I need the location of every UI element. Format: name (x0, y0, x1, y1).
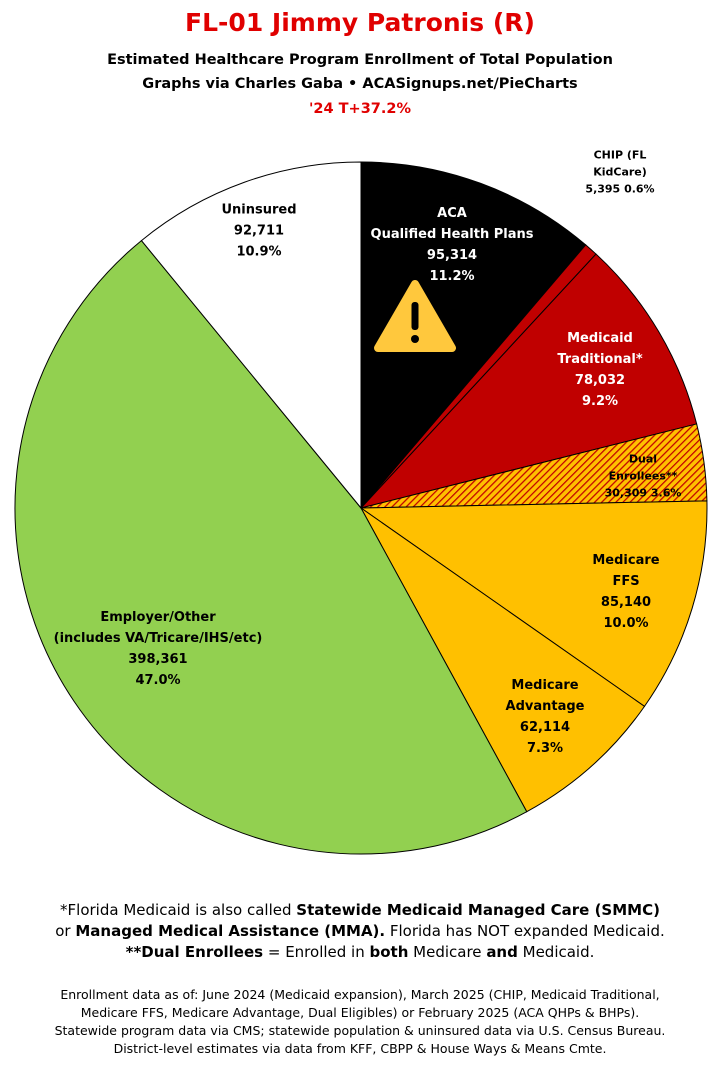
slice-value: 92,711 (233, 223, 285, 239)
slice-name: Dual Enrollees** (608, 452, 678, 483)
slice-name: Employer/Other (includes VA/Tricare/IHS/… (53, 610, 263, 646)
slice-percent: 7.3% (526, 741, 564, 756)
note-text: and (486, 943, 518, 961)
pie-slice (360, 507, 646, 813)
note-text: Medicaid. (517, 943, 595, 961)
footer: Statewide program data via CMS; statewid… (54, 1023, 666, 1038)
slice-value: 5,395 (585, 182, 621, 196)
subtitle: Graphs via Charles Gaba • ACASignups.net… (142, 76, 578, 92)
slice-percent: 9.2% (581, 394, 619, 409)
footer: Enrollment data as of: June 2024 (Medica… (60, 987, 660, 1002)
slice-name: ACA Qualified Health Plans (370, 206, 534, 242)
slice-name: Medicare FFS (592, 553, 660, 589)
slice-label: Employer/Other (includes VA/Tricare/IHS/… (54, 607, 263, 691)
pie-slice (140, 161, 362, 510)
slice-label: Medicare FFS 85,140 10.0% (579, 550, 673, 634)
note-text: *Florida Medicaid is also called (60, 901, 297, 919)
pie-slice (360, 161, 587, 510)
note-text: **Dual Enrollees (125, 943, 264, 961)
note-text: or (55, 922, 76, 940)
note: **Dual Enrollees = Enrolled in both Medi… (0, 942, 720, 963)
slice-percent: 47.0% (135, 673, 181, 688)
slice-percent: 11.2% (429, 269, 475, 284)
slice-percent: 3.6% (650, 486, 682, 500)
slice-percent: 10.9% (236, 244, 282, 260)
slice-percent: 10.0% (603, 616, 649, 631)
note-text: both (369, 943, 409, 961)
slice-value: 78,032 (574, 373, 626, 388)
slice-value: 398,361 (128, 652, 188, 667)
note-text: Florida has NOT expanded Medicaid. (385, 922, 665, 940)
subtitle: '24 T+37.2% (308, 101, 411, 117)
slice-name: Uninsured (221, 202, 297, 218)
slice-label: Uninsured 92,711 10.9% (221, 200, 296, 263)
slice-label: ACA Qualified Health Plans 95,314 11.2% (371, 203, 534, 287)
note: or Managed Medical Assistance (MMA). Flo… (0, 921, 720, 942)
note-text: Medicare (408, 943, 487, 961)
note-text: = Enrolled in (263, 943, 370, 961)
slice-name: CHIP (FL KidCare) (593, 148, 647, 179)
value-row: 5,395 0.6% (570, 181, 670, 198)
slice-percent: 0.6% (624, 182, 655, 196)
slice-label: Medicaid Traditional* 78,032 9.2% (557, 328, 642, 412)
slice-label: Medicare Advantage 62,114 7.3% (506, 675, 585, 759)
slice-value: 85,140 (600, 595, 652, 610)
warning-icon (374, 280, 456, 352)
footer: Medicare FFS, Medicare Advantage, Dual E… (80, 1005, 640, 1020)
slice-name: Medicare Advantage (505, 678, 585, 714)
value-row: 30,309 3.6% (605, 485, 682, 502)
slice-label: Dual Enrollees** 30,309 3.6% (605, 451, 682, 502)
pie-slice (14, 239, 528, 855)
footer: District-level estimates via data from K… (113, 1041, 607, 1056)
note: *Florida Medicaid is also called Statewi… (0, 900, 720, 921)
subtitle: Estimated Healthcare Program Enrollment … (107, 52, 613, 68)
note-text: Managed Medical Assistance (MMA). (75, 922, 386, 940)
chart-title: FL-01 Jimmy Patronis (R) (185, 8, 535, 37)
slice-value: 95,314 (426, 248, 478, 263)
slice-label: CHIP (FL KidCare) 5,395 0.6% (570, 147, 670, 198)
note-text: Statewide Medicaid Managed Care (SMMC) (296, 901, 660, 919)
slice-value: 62,114 (519, 720, 571, 735)
slice-name: Medicaid Traditional* (557, 331, 643, 367)
pie-slice (359, 500, 708, 708)
slice-value: 30,309 (604, 486, 648, 500)
